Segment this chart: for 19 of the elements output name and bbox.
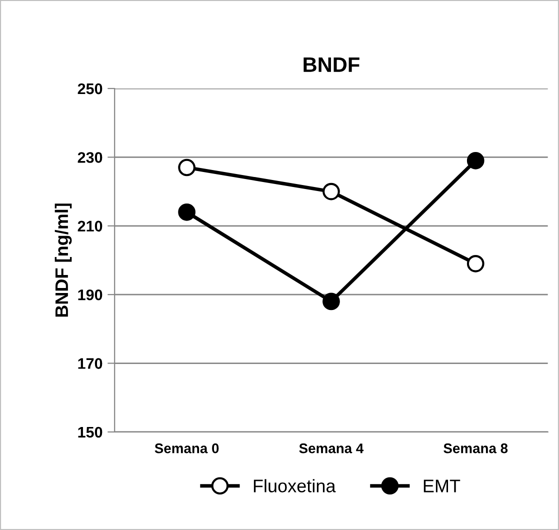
legend-label: Fluoxetina [254, 479, 336, 492]
x-tick-label: Semana 8 [444, 443, 508, 454]
point [178, 203, 196, 221]
y-tick-label: 250 [78, 83, 102, 94]
point [466, 254, 484, 272]
point [322, 182, 340, 200]
y-tick-label: 150 [78, 426, 102, 438]
y-tick-label: 210 [78, 220, 102, 232]
point [178, 158, 196, 176]
chart-title: BNDF [304, 58, 360, 72]
point [466, 152, 484, 170]
y-axis-title: BNDF [ng/ml] [54, 204, 72, 317]
y-tick-label: 230 [78, 152, 102, 163]
point [322, 292, 340, 310]
x-tick-label: Semana 0 [154, 443, 219, 454]
y-tick-label: 190 [78, 289, 102, 300]
y-tick-label: 170 [78, 358, 102, 369]
x-tick-label: Semana 4 [299, 443, 364, 454]
legend-label: EMT [424, 480, 460, 492]
